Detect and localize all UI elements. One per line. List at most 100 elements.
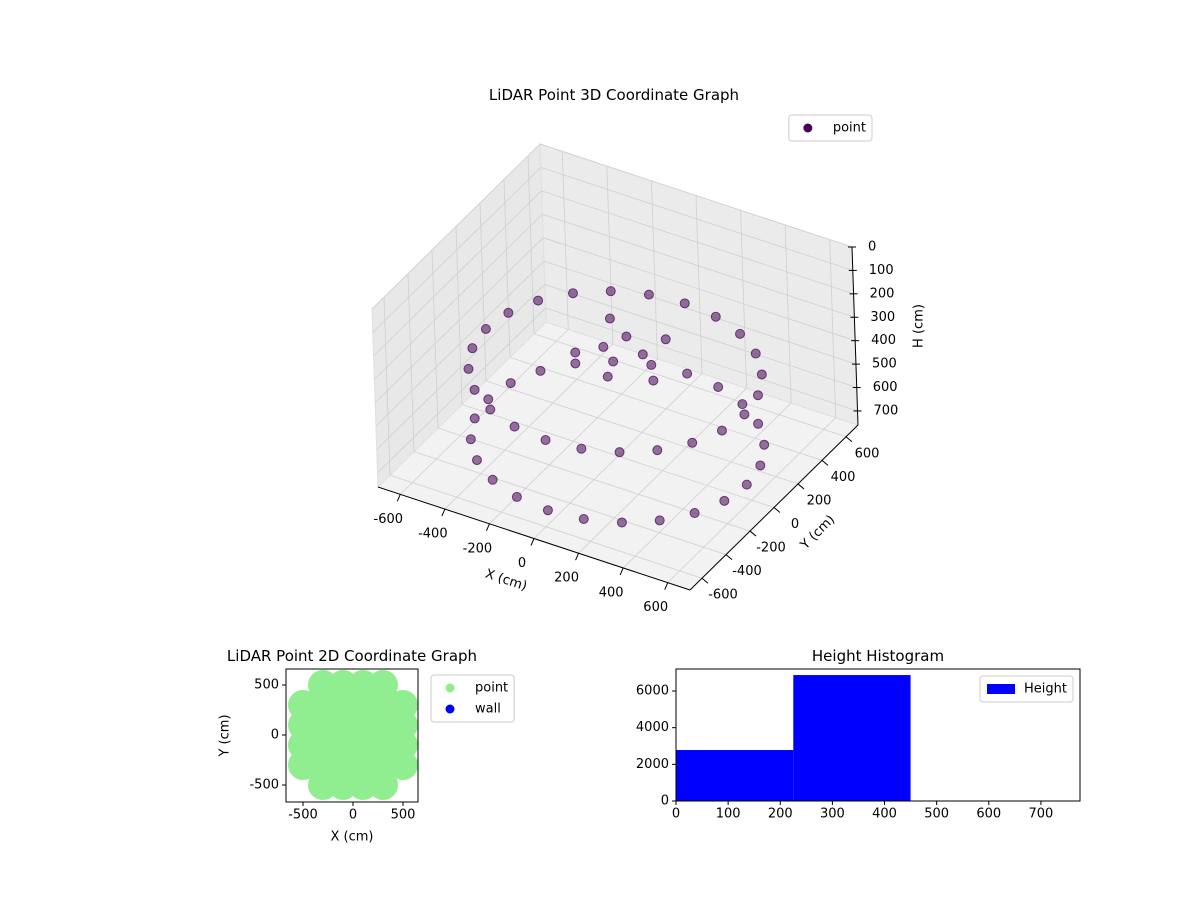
y-tick-label: 6000 bbox=[636, 684, 669, 699]
grid-line bbox=[541, 190, 854, 295]
y-axis-label: Y (cm) bbox=[797, 512, 838, 553]
point bbox=[608, 356, 619, 367]
point bbox=[540, 435, 551, 446]
point bbox=[719, 495, 730, 506]
point bbox=[570, 358, 581, 369]
point bbox=[578, 513, 589, 524]
z-tick-label: 500 bbox=[872, 357, 897, 372]
x-axis-label: X (cm) bbox=[331, 830, 374, 845]
chart-title: LiDAR Point 3D Coordinate Graph bbox=[489, 86, 739, 104]
grid-line bbox=[784, 224, 792, 403]
point bbox=[739, 409, 750, 420]
point bbox=[682, 368, 693, 379]
grid-line bbox=[455, 226, 463, 405]
point bbox=[660, 334, 671, 345]
x-tick-label: -200 bbox=[463, 541, 493, 556]
point bbox=[713, 381, 724, 392]
x-tick bbox=[530, 538, 535, 546]
x-tick-label: 0 bbox=[518, 556, 526, 571]
legend-box bbox=[979, 675, 1074, 703]
bar bbox=[793, 675, 911, 801]
z-tick-label: 0 bbox=[868, 240, 876, 255]
point bbox=[737, 399, 748, 410]
point bbox=[533, 295, 544, 306]
point bbox=[567, 288, 578, 299]
point bbox=[465, 434, 476, 445]
grid-line bbox=[383, 297, 391, 476]
y-tick-label: 0 bbox=[271, 728, 279, 743]
x-tick-label: -600 bbox=[374, 512, 404, 527]
legend-swatch bbox=[987, 684, 1016, 694]
y-tick bbox=[749, 530, 757, 537]
point bbox=[616, 517, 627, 528]
grid-line bbox=[377, 307, 546, 474]
grid-line bbox=[829, 239, 837, 418]
grid-line bbox=[545, 307, 858, 412]
x-tick-label: -500 bbox=[288, 808, 318, 823]
y-axis-label: Y (cm) bbox=[218, 714, 233, 757]
grid-line bbox=[373, 190, 542, 357]
x-tick-label: -400 bbox=[418, 527, 448, 542]
x-tick bbox=[664, 582, 669, 590]
x-tick-label: 500 bbox=[391, 808, 416, 823]
x-tick bbox=[619, 567, 624, 576]
y-tick-label: 4000 bbox=[636, 720, 669, 735]
point bbox=[621, 331, 632, 342]
plot-frame bbox=[285, 668, 419, 803]
x-tick bbox=[396, 494, 401, 502]
x-axis bbox=[377, 486, 691, 591]
z-tick-label: 400 bbox=[871, 333, 896, 348]
grid-line bbox=[407, 273, 415, 452]
x-tick-label: 400 bbox=[872, 807, 897, 822]
grid-line bbox=[561, 151, 569, 330]
grid-line bbox=[542, 213, 855, 318]
legend-label: point bbox=[833, 121, 866, 136]
chart-title: LiDAR Point 2D Coordinate Graph bbox=[227, 647, 477, 665]
point bbox=[485, 404, 496, 415]
y-tick-label: 200 bbox=[807, 493, 832, 508]
y-tick-label: 0 bbox=[791, 517, 799, 532]
point bbox=[753, 418, 764, 429]
point bbox=[648, 375, 659, 386]
y-tick-label: -600 bbox=[708, 588, 738, 603]
y-tick-label: 600 bbox=[855, 446, 880, 461]
y-tick bbox=[797, 483, 805, 490]
point bbox=[535, 365, 546, 376]
point bbox=[759, 439, 770, 450]
z-tick-label: 200 bbox=[870, 286, 895, 301]
y-tick-label: -500 bbox=[249, 778, 279, 793]
z-tick-label: 300 bbox=[870, 310, 895, 325]
grid-line bbox=[509, 356, 823, 461]
point bbox=[614, 447, 625, 458]
grid-line bbox=[413, 451, 727, 556]
z-tick-label: 600 bbox=[873, 380, 898, 395]
legend-marker bbox=[803, 123, 813, 133]
y-tick-label: -200 bbox=[756, 541, 786, 556]
point bbox=[471, 455, 482, 466]
point bbox=[511, 491, 522, 502]
point bbox=[741, 479, 752, 490]
legend-box bbox=[788, 114, 873, 142]
x-tick-label: 200 bbox=[554, 571, 579, 586]
point bbox=[687, 437, 698, 448]
y-tick-label: 400 bbox=[831, 470, 856, 485]
legend-label: point bbox=[475, 681, 508, 696]
point bbox=[368, 770, 398, 800]
grid-line bbox=[539, 143, 853, 248]
legend-marker bbox=[445, 704, 455, 714]
point bbox=[710, 311, 721, 322]
chart-title: Height Histogram bbox=[812, 647, 944, 665]
grid-line bbox=[485, 380, 799, 485]
point bbox=[570, 347, 581, 358]
x-tick bbox=[441, 508, 446, 517]
x-tick bbox=[575, 553, 580, 561]
grid-line bbox=[527, 155, 535, 334]
z-tick-label: 700 bbox=[874, 403, 899, 418]
point bbox=[469, 413, 480, 424]
point bbox=[756, 369, 767, 380]
point bbox=[750, 348, 761, 359]
point bbox=[646, 359, 657, 370]
grid-line bbox=[543, 260, 857, 365]
point bbox=[716, 425, 727, 436]
z-axis-label: H (cm) bbox=[912, 304, 927, 348]
